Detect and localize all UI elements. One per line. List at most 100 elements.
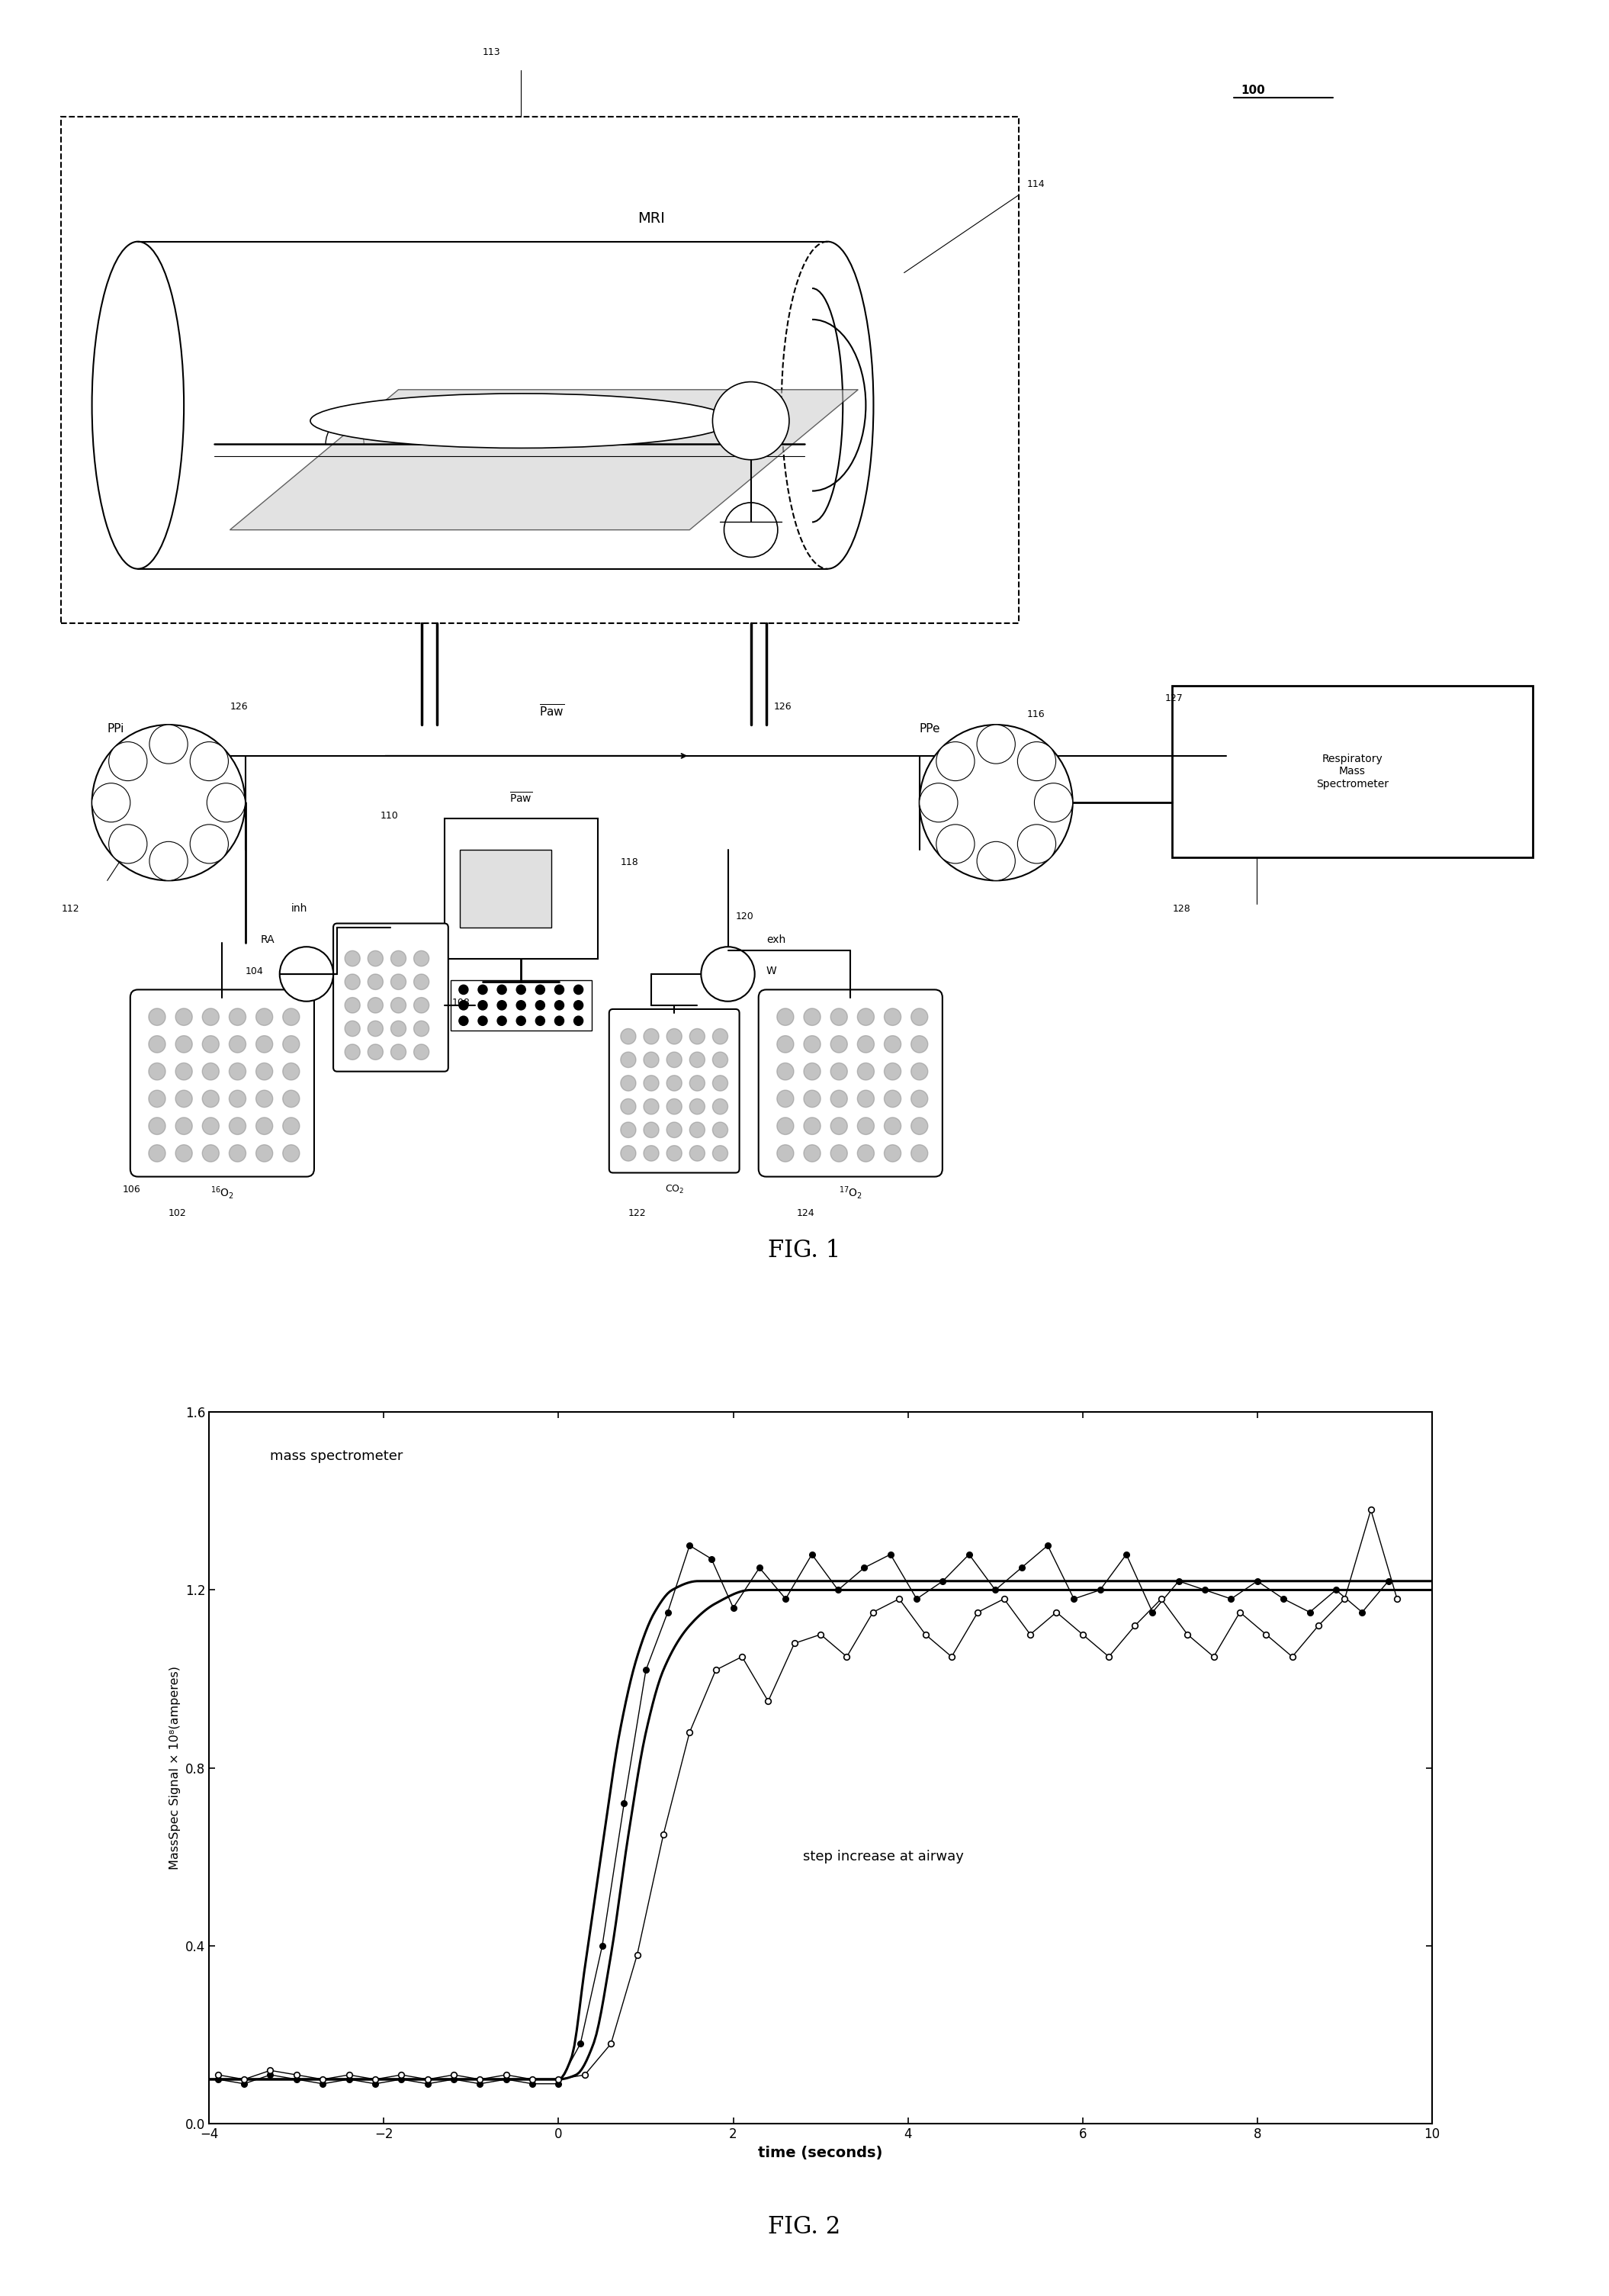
Circle shape [208, 783, 245, 822]
Circle shape [175, 1035, 193, 1054]
Circle shape [391, 951, 405, 967]
Circle shape [92, 726, 245, 882]
Circle shape [885, 1035, 901, 1054]
Text: PPe: PPe [919, 723, 940, 735]
Circle shape [885, 1091, 901, 1107]
FancyBboxPatch shape [130, 990, 314, 1176]
Circle shape [666, 1029, 682, 1045]
Circle shape [175, 1063, 193, 1079]
Text: exh: exh [766, 934, 785, 946]
Circle shape [644, 1123, 660, 1139]
Circle shape [175, 1008, 193, 1026]
Circle shape [203, 1146, 219, 1162]
Circle shape [936, 742, 975, 781]
Circle shape [919, 783, 957, 822]
Circle shape [621, 1123, 636, 1139]
Circle shape [459, 985, 468, 994]
Circle shape [228, 1091, 246, 1107]
Text: 122: 122 [628, 1208, 647, 1217]
Circle shape [256, 1035, 274, 1054]
Circle shape [148, 1063, 166, 1079]
Circle shape [1035, 783, 1073, 822]
Circle shape [256, 1118, 274, 1134]
Text: 106: 106 [122, 1185, 140, 1194]
Circle shape [256, 1146, 274, 1162]
Circle shape [516, 1017, 526, 1026]
Circle shape [391, 1022, 405, 1035]
Text: 126: 126 [230, 703, 248, 712]
FancyBboxPatch shape [333, 923, 449, 1072]
Circle shape [175, 1091, 193, 1107]
Circle shape [804, 1035, 821, 1054]
Circle shape [690, 1029, 705, 1045]
Circle shape [368, 974, 383, 990]
Circle shape [228, 1118, 246, 1134]
Circle shape [644, 1052, 660, 1068]
Circle shape [283, 1146, 299, 1162]
Circle shape [109, 742, 146, 781]
Circle shape [830, 1146, 848, 1162]
Circle shape [459, 1001, 468, 1010]
Circle shape [283, 1008, 299, 1026]
Text: CO$_2$: CO$_2$ [665, 1185, 684, 1196]
Circle shape [228, 1063, 246, 1079]
Circle shape [148, 1091, 166, 1107]
Circle shape [414, 951, 430, 967]
Circle shape [977, 843, 1015, 882]
Circle shape [148, 1118, 166, 1134]
Circle shape [203, 1063, 219, 1079]
Circle shape [690, 1146, 705, 1162]
Text: $\overline{\mathrm{Paw}}$: $\overline{\mathrm{Paw}}$ [539, 705, 565, 719]
Circle shape [368, 951, 383, 967]
Text: mass spectrometer: mass spectrometer [270, 1449, 404, 1463]
Text: 127: 127 [1165, 693, 1183, 703]
Circle shape [713, 1029, 727, 1045]
Circle shape [777, 1063, 793, 1079]
FancyBboxPatch shape [610, 1010, 740, 1173]
Text: FIG. 2: FIG. 2 [767, 2216, 842, 2239]
FancyBboxPatch shape [1173, 687, 1532, 856]
Text: 124: 124 [796, 1208, 814, 1217]
Circle shape [858, 1063, 874, 1079]
Circle shape [574, 1001, 582, 1010]
Text: 128: 128 [1173, 905, 1191, 914]
Text: RA: RA [261, 934, 275, 946]
Circle shape [777, 1091, 793, 1107]
Circle shape [621, 1100, 636, 1114]
Text: FIG. 1: FIG. 1 [767, 1240, 842, 1263]
Circle shape [911, 1091, 928, 1107]
Circle shape [344, 951, 360, 967]
Circle shape [228, 1146, 246, 1162]
FancyBboxPatch shape [444, 817, 597, 957]
Circle shape [713, 1123, 727, 1139]
Ellipse shape [311, 393, 732, 448]
Circle shape [536, 1001, 545, 1010]
Circle shape [516, 985, 526, 994]
Circle shape [228, 1008, 246, 1026]
Circle shape [256, 1091, 274, 1107]
Circle shape [344, 974, 360, 990]
Circle shape [830, 1091, 848, 1107]
Circle shape [858, 1008, 874, 1026]
Circle shape [203, 1091, 219, 1107]
Polygon shape [230, 390, 858, 530]
Circle shape [644, 1146, 660, 1162]
Circle shape [919, 726, 1073, 882]
Circle shape [690, 1123, 705, 1139]
Circle shape [666, 1100, 682, 1114]
Circle shape [713, 1052, 727, 1068]
Circle shape [911, 1063, 928, 1079]
Text: 118: 118 [621, 856, 639, 868]
Circle shape [666, 1052, 682, 1068]
Text: 100: 100 [1241, 85, 1265, 96]
Text: $\overline{\mathrm{Paw}}$: $\overline{\mathrm{Paw}}$ [510, 790, 533, 806]
Circle shape [283, 1063, 299, 1079]
Circle shape [148, 1146, 166, 1162]
Circle shape [911, 1118, 928, 1134]
Circle shape [344, 1045, 360, 1061]
Circle shape [497, 1017, 507, 1026]
Circle shape [92, 783, 130, 822]
Circle shape [555, 1017, 563, 1026]
Circle shape [858, 1091, 874, 1107]
Text: 113: 113 [483, 46, 500, 57]
